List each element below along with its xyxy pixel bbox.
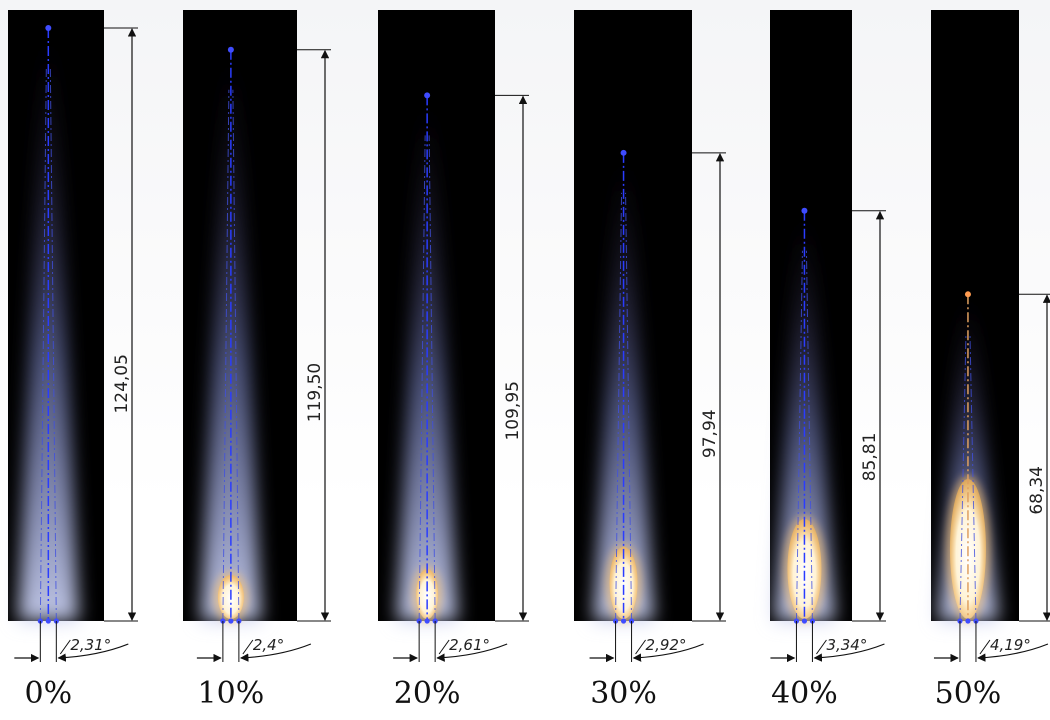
angle-dimension-label: 2,92°	[646, 636, 687, 654]
angle-leader	[816, 639, 827, 655]
length-dimension-label: 97,94	[700, 409, 720, 458]
angle-leader	[635, 639, 646, 655]
spray-panel: 124,05 2,31°	[8, 10, 138, 663]
spray-panel: 85,81 3,34°	[770, 10, 886, 663]
length-dimension-label: 68,34	[1027, 466, 1047, 515]
angle-dimension-label: 2,61°	[449, 636, 490, 654]
jet-tip-point	[964, 291, 971, 298]
cone-edge-line	[49, 67, 57, 622]
concentration-label: 30%	[590, 676, 657, 711]
angle-arc	[240, 643, 312, 662]
spray-panel: 109,95 2,61°	[378, 10, 529, 663]
concentration-label: 40%	[771, 676, 838, 711]
cone-edge-line	[805, 250, 813, 622]
angle-arc	[632, 643, 704, 662]
concentration-label: 20%	[393, 676, 461, 711]
angle-leader	[438, 639, 450, 655]
angle-arc	[436, 643, 508, 662]
cone-edge-line	[615, 192, 623, 622]
cone-edge-line	[428, 135, 436, 622]
nozzle-point	[45, 618, 51, 624]
spray-plume	[397, 95, 458, 622]
angle-dimension-label: 3,34°	[826, 636, 867, 654]
angle-arc	[977, 643, 1049, 662]
angle-dimension-label: 4,19°	[990, 636, 1031, 654]
cone-edge-line	[795, 250, 803, 622]
concentration-label: 10%	[197, 676, 265, 711]
jet-tip-point	[227, 46, 234, 53]
jet-tip-point	[620, 149, 627, 156]
nozzle-point	[801, 618, 808, 624]
length-dimension-label: 109,95	[503, 381, 523, 440]
liquid-core	[416, 569, 439, 619]
angle-leader	[242, 639, 254, 655]
jet-tip-point	[45, 25, 52, 31]
cone-edge-line	[39, 67, 47, 622]
concentration-label: 0%	[24, 676, 73, 711]
concentration-label: 50%	[934, 676, 1002, 711]
nozzle-point	[424, 618, 430, 624]
nozzle-point	[965, 618, 971, 624]
jet-tip-point	[424, 92, 431, 99]
nozzle-point	[228, 618, 234, 624]
angle-leader	[979, 639, 991, 655]
angle-dimension-label: 2,4°	[253, 636, 284, 654]
spray-panel: 119,50 2,4°	[183, 10, 331, 663]
spray-panel: 68,34 4,19°	[931, 10, 1050, 663]
angle-arc	[813, 643, 885, 662]
length-dimension-label: 85,81	[860, 433, 880, 482]
spray-plume	[200, 49, 261, 622]
angle-dimension-label: 2,31°	[70, 636, 111, 654]
spray-panel: 97,94 2,92°	[574, 10, 726, 663]
angle-arc	[57, 643, 129, 662]
cone-edge-line	[418, 135, 426, 622]
length-dimension-label: 119,50	[305, 363, 325, 422]
angle-leader	[59, 639, 71, 655]
cone-edge-line	[625, 192, 633, 622]
liquid-core	[787, 519, 822, 619]
liquid-core	[609, 547, 638, 619]
nozzle-point	[620, 618, 627, 624]
length-dimension-label: 124,05	[112, 354, 132, 413]
jet-tip-point	[801, 207, 808, 214]
